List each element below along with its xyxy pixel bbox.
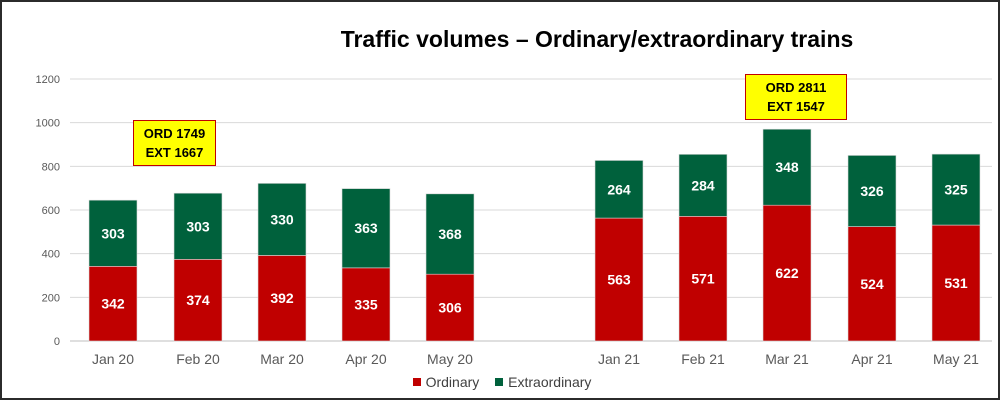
data-label: 524	[860, 276, 884, 292]
data-label: 306	[438, 300, 462, 316]
bars	[88, 128, 981, 342]
annotation-box-2020: ORD 1749 EXT 1667	[133, 120, 216, 166]
bar-ordinary	[257, 255, 307, 342]
bar-ordinary	[341, 267, 391, 342]
annotation-line: EXT 1547	[767, 99, 825, 114]
bar-extraordinary	[762, 128, 812, 206]
data-label: 342	[101, 296, 125, 312]
bar-extraordinary	[594, 160, 644, 219]
y-tick-label: 0	[54, 336, 60, 348]
x-tick-label: May 21	[933, 351, 979, 367]
data-label: 374	[186, 292, 210, 308]
bar-ordinary	[88, 266, 138, 342]
annotation-box-2021: ORD 2811 EXT 1547	[745, 74, 847, 120]
data-label: 392	[270, 290, 294, 306]
annotation-line: ORD 1749	[143, 126, 206, 141]
legend-label: Extraordinary	[508, 374, 592, 390]
y-tick-label: 1000	[36, 118, 60, 130]
data-label: 531	[944, 275, 968, 291]
bar-extraordinary	[341, 188, 391, 269]
bar-extraordinary	[931, 153, 981, 226]
legend: Ordinary Extraordinary	[2, 373, 1000, 390]
data-label: 303	[186, 218, 210, 234]
data-label: 363	[354, 220, 378, 236]
data-label: 622	[775, 265, 799, 281]
data-label: 335	[354, 296, 378, 312]
legend-label: Ordinary	[425, 374, 480, 390]
x-tick-label: Apr 21	[851, 351, 892, 367]
data-label: 368	[438, 226, 462, 242]
x-tick-label: May 20	[427, 351, 473, 367]
bar-extraordinary	[173, 192, 223, 260]
data-label: 284	[691, 177, 715, 193]
x-tick-label: Jan 21	[598, 351, 640, 367]
legend-swatch-ordinary	[412, 378, 421, 386]
bar-ordinary	[425, 273, 475, 342]
bar-ordinary	[678, 216, 728, 342]
y-tick-label: 800	[42, 161, 60, 173]
bar-ordinary	[931, 224, 981, 342]
data-labels: 342 303 374 303 392 330 335 363 306 368 563 264 571 2…	[101, 159, 968, 315]
data-label: 348	[775, 159, 799, 175]
bar-extraordinary	[678, 154, 728, 217]
bar-extraordinary	[88, 199, 138, 267]
data-label: 571	[691, 271, 715, 287]
y-tick-label: 1200	[36, 74, 60, 86]
data-label: 264	[607, 181, 631, 197]
data-label: 563	[607, 272, 631, 288]
data-label: 325	[944, 182, 968, 198]
x-tick-label: Jan 20	[92, 351, 134, 367]
annotation-line: EXT 1667	[145, 145, 204, 160]
data-label: 326	[860, 183, 884, 199]
y-tick-label: 200	[42, 292, 60, 304]
x-tick-label: Feb 21	[681, 351, 725, 367]
annotation-line: ORD 2811	[765, 80, 827, 95]
axes: 0 200 400 600 800 1000 1200 Jan 20 Feb 20 Mar 20 A…	[36, 74, 980, 367]
bar-extraordinary	[257, 183, 307, 256]
bar-extraordinary	[847, 155, 897, 227]
bar-ordinary	[594, 217, 644, 342]
x-tick-label: Mar 21	[765, 351, 809, 367]
x-tick-label: Feb 20	[176, 351, 220, 367]
y-tick-label: 600	[42, 205, 60, 217]
chart-title: Traffic volumes – Ordinary/extraordinary…	[340, 26, 854, 52]
data-label: 330	[270, 211, 294, 227]
bar-extraordinary	[425, 193, 475, 275]
bar-ordinary	[173, 259, 223, 342]
legend-item-ordinary: Ordinary	[412, 374, 480, 390]
y-tick-label: 400	[42, 249, 60, 261]
bar-ordinary	[847, 226, 897, 342]
bar-ordinary	[762, 204, 812, 342]
data-label: 303	[101, 225, 125, 241]
legend-item-extraordinary: Extraordinary	[495, 374, 591, 390]
x-tick-label: Apr 20	[345, 351, 386, 367]
x-tick-label: Mar 20	[260, 351, 304, 367]
legend-swatch-extraordinary	[495, 378, 504, 386]
